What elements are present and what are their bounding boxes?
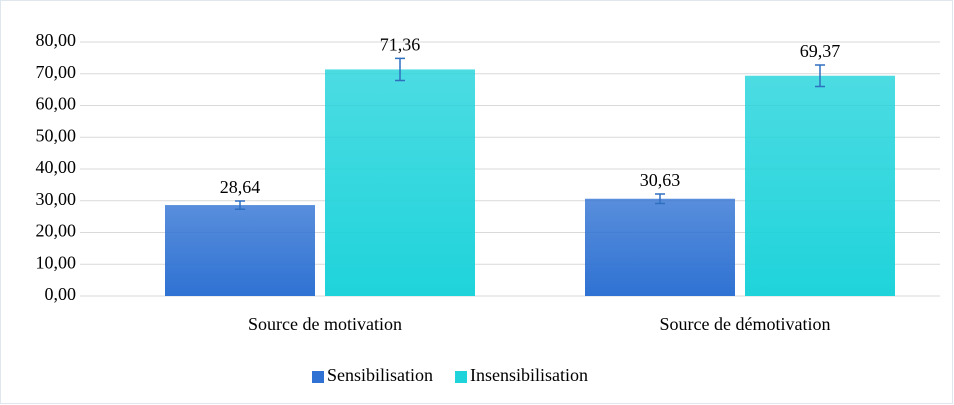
legend-swatch (455, 371, 468, 383)
x-tick-label: Source de démotivation (660, 314, 831, 334)
bar (585, 198, 735, 296)
y-tick-label: 70,00 (36, 62, 77, 82)
legend-label: Sensibilisation (327, 365, 433, 385)
y-tick-label: 0,00 (45, 284, 77, 304)
error-bar (235, 200, 245, 210)
error-bar (815, 64, 825, 88)
legend-label: Insensibilisation (470, 365, 588, 385)
legend-swatch (312, 371, 324, 383)
error-bar (655, 193, 665, 205)
y-tick-label: 50,00 (36, 125, 77, 145)
y-tick-label: 60,00 (36, 94, 77, 114)
y-tick-label: 40,00 (36, 157, 77, 177)
bar (165, 205, 315, 296)
data-label: 28,64 (220, 177, 261, 197)
x-tick-label: Source de motivation (248, 314, 402, 334)
y-tick-label: 30,00 (36, 189, 77, 209)
y-tick-label: 80,00 (36, 30, 77, 50)
bar (745, 75, 895, 297)
y-tick-label: 20,00 (36, 221, 77, 241)
data-label: 69,37 (800, 41, 841, 61)
y-tick-label: 10,00 (36, 252, 77, 272)
error-bar (395, 57, 405, 82)
bar (325, 69, 475, 296)
data-label: 30,63 (640, 170, 681, 190)
data-label: 71,36 (380, 34, 421, 54)
